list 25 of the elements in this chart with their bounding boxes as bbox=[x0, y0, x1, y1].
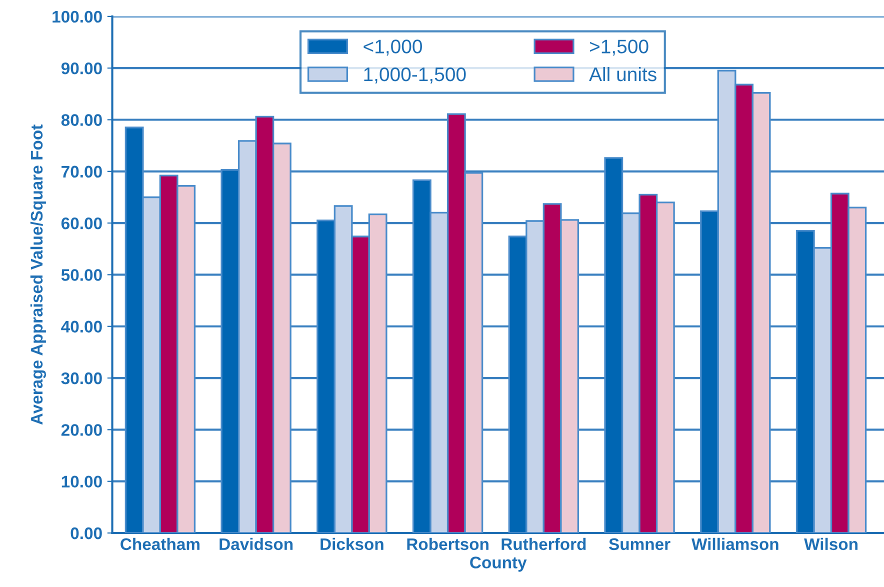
x-tick-label: Wilson bbox=[804, 538, 858, 550]
y-tick-label: 30.00 bbox=[61, 372, 102, 384]
y-tick-label: 60.00 bbox=[61, 217, 102, 230]
legend-label: >1,500 bbox=[590, 40, 648, 56]
y-tick-label: 90.00 bbox=[61, 62, 102, 74]
y-tick-label: 50.00 bbox=[61, 269, 102, 281]
y-tick-label: 40.00 bbox=[61, 320, 102, 333]
x-tick-label: Robertson bbox=[407, 538, 488, 550]
x-tick-label: Sumner bbox=[608, 538, 670, 550]
y-tick-label: 70.00 bbox=[62, 166, 102, 178]
legend-label: All units bbox=[589, 66, 656, 82]
x-tick-label: Cheatham bbox=[120, 538, 200, 550]
x-tick-label: Davidson bbox=[220, 538, 293, 550]
legend-label: <1,000 bbox=[364, 40, 422, 56]
x-tick-label: Williamson bbox=[692, 538, 778, 550]
y-tick-label: 20.00 bbox=[61, 424, 102, 436]
x-tick-label: Rutherford bbox=[502, 538, 586, 550]
y-tick-label: 100.00 bbox=[52, 10, 102, 23]
y-tick-label: 10.00 bbox=[62, 476, 102, 488]
legend-label: 1,000-1,500 bbox=[364, 67, 466, 84]
x-axis-title: County bbox=[470, 556, 527, 572]
y-tick-label: 0.00 bbox=[70, 527, 102, 540]
x-tick-label: Dickson bbox=[320, 538, 384, 550]
y-axis-title: Average Appraised Value/Square Foot bbox=[30, 124, 46, 425]
y-tick-label: 80.00 bbox=[61, 114, 102, 126]
